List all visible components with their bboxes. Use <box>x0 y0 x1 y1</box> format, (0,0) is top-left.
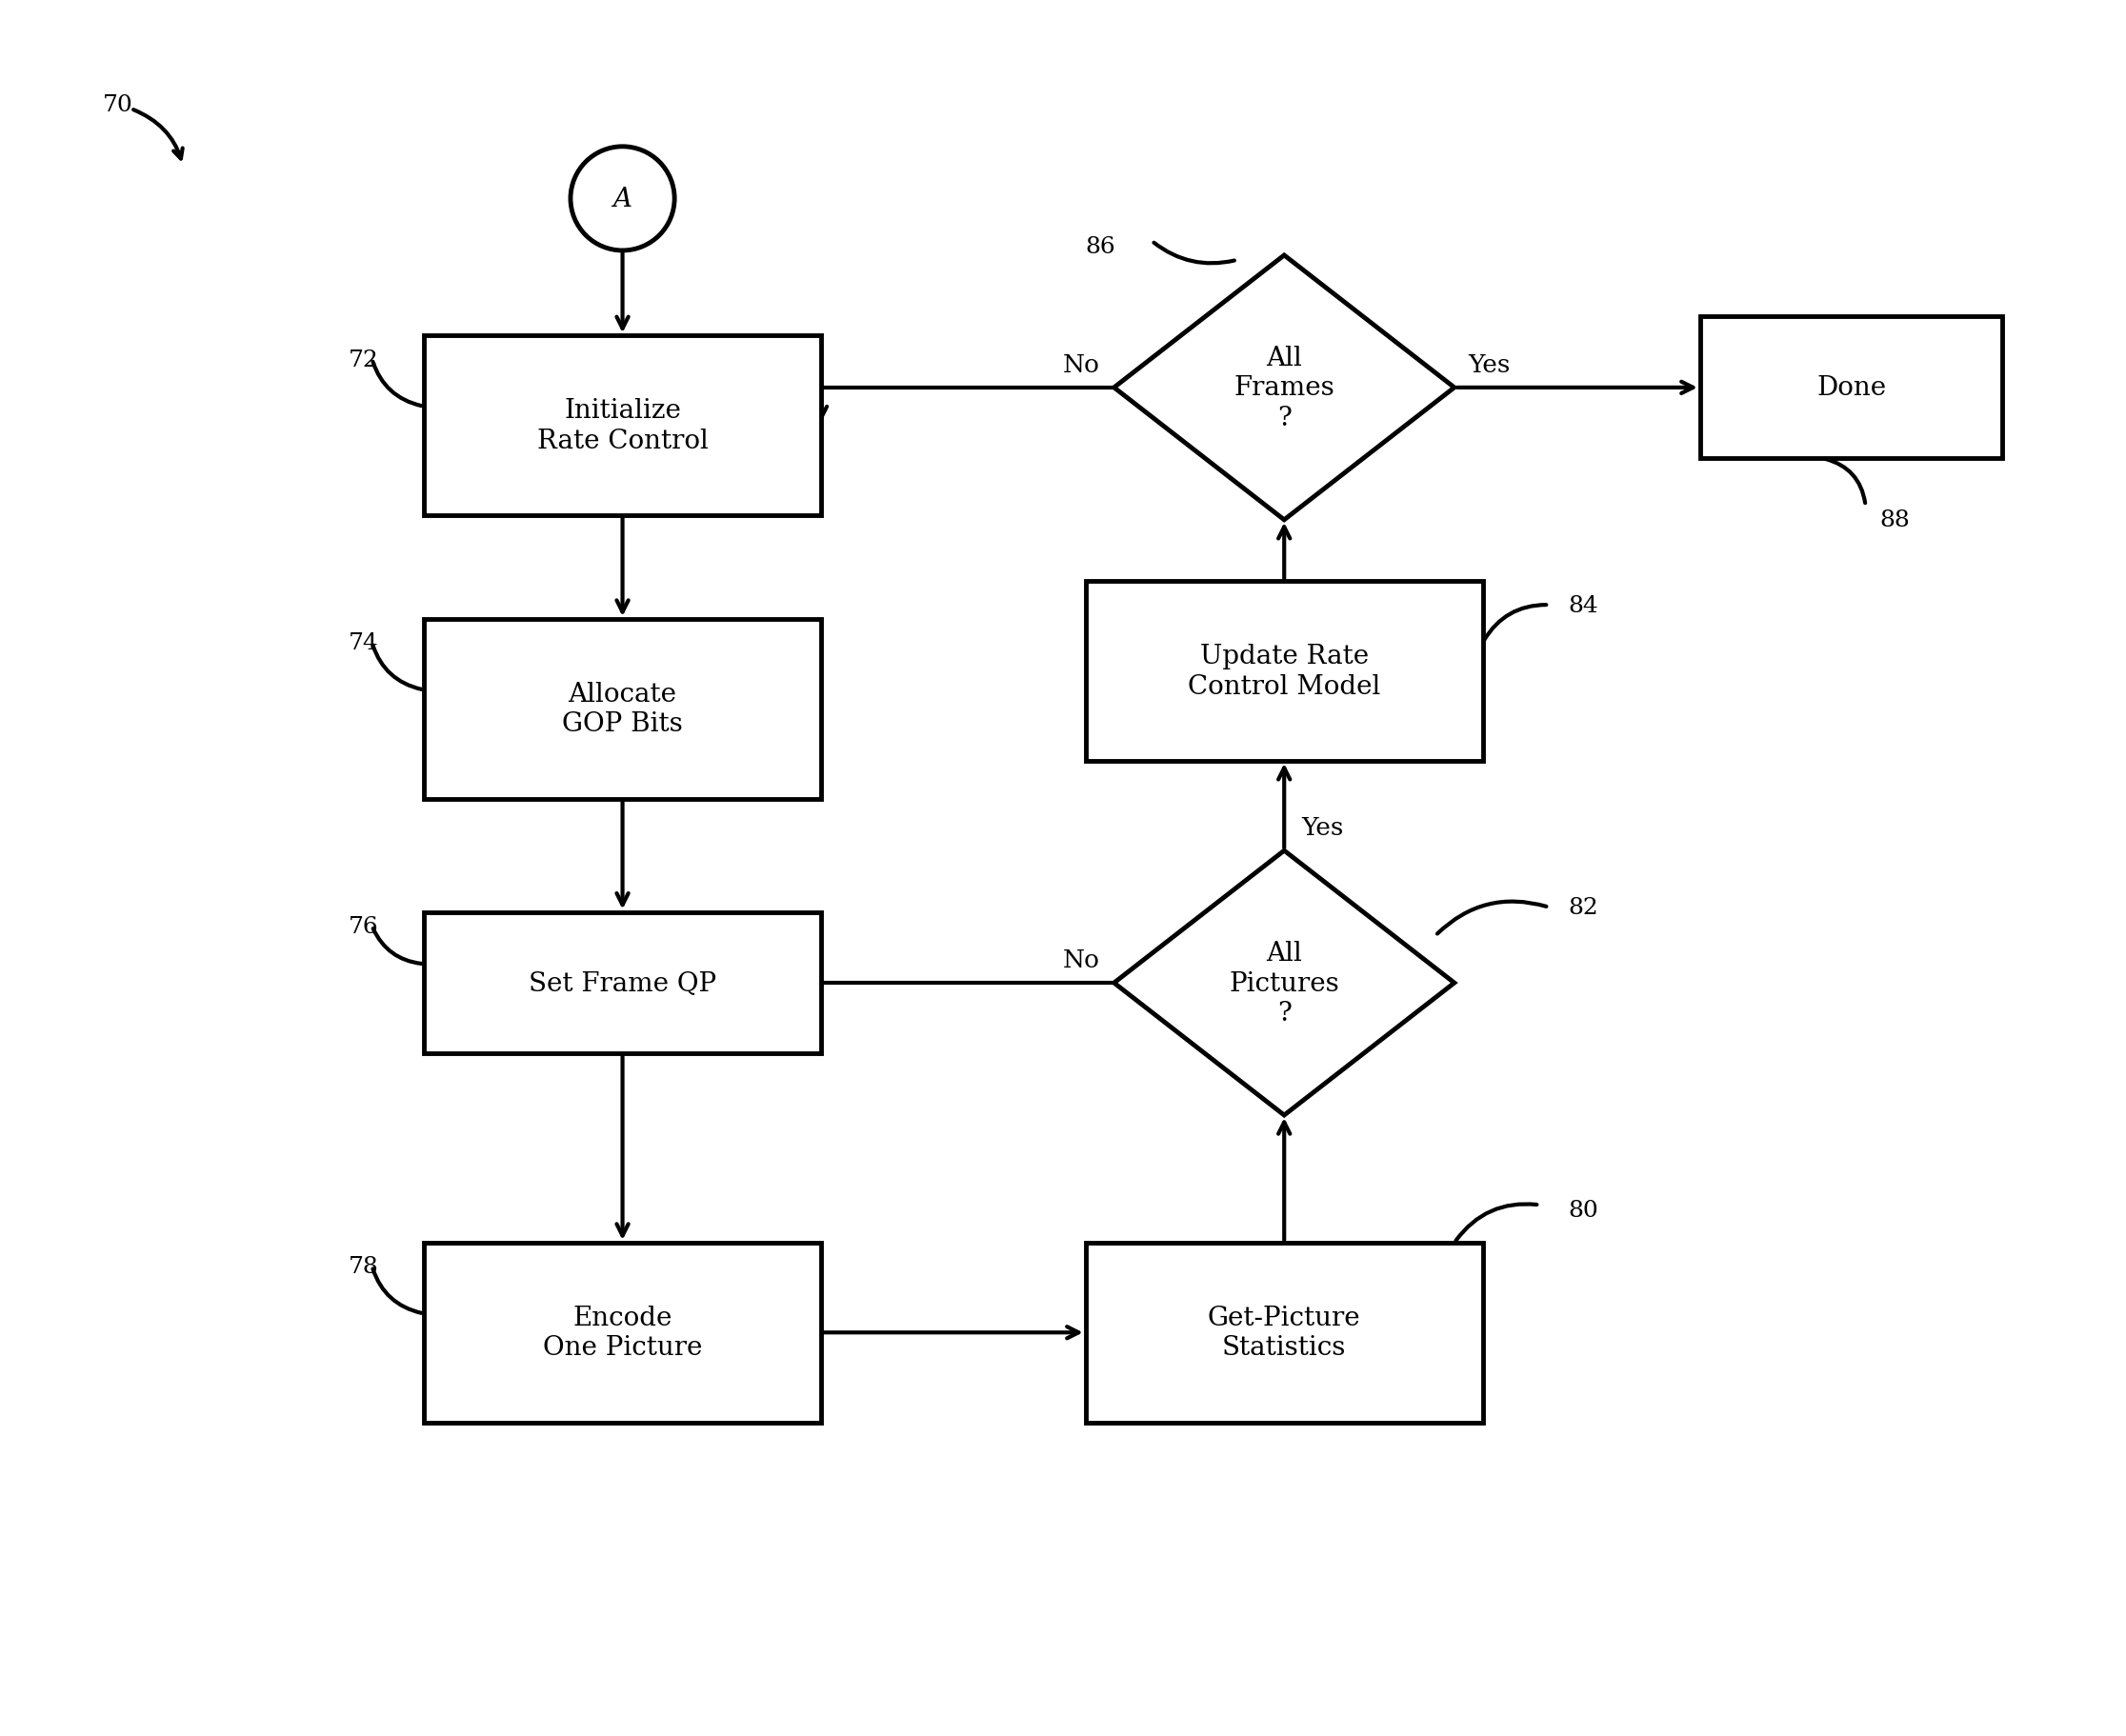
Text: A: A <box>612 186 631 212</box>
Text: No: No <box>1063 352 1099 377</box>
Text: No: No <box>1063 948 1099 972</box>
Text: 86: 86 <box>1086 236 1116 257</box>
Text: All
Frames
?: All Frames ? <box>1233 345 1335 431</box>
Text: 82: 82 <box>1567 898 1599 918</box>
Text: 78: 78 <box>349 1255 378 1278</box>
Text: Done: Done <box>1816 375 1886 401</box>
Text: Set Frame QP: Set Frame QP <box>529 970 716 996</box>
Text: Get-Picture
Statistics: Get-Picture Statistics <box>1208 1305 1361 1361</box>
FancyBboxPatch shape <box>423 337 821 516</box>
Text: All
Pictures
?: All Pictures ? <box>1229 941 1339 1026</box>
Text: 76: 76 <box>349 915 378 937</box>
Text: Yes: Yes <box>1469 352 1512 377</box>
FancyBboxPatch shape <box>423 620 821 799</box>
Text: 80: 80 <box>1567 1200 1599 1220</box>
Polygon shape <box>1114 851 1454 1116</box>
Text: Allocate
GOP Bits: Allocate GOP Bits <box>561 682 682 738</box>
Text: 70: 70 <box>102 94 132 116</box>
FancyBboxPatch shape <box>1086 1243 1482 1422</box>
FancyBboxPatch shape <box>423 913 821 1054</box>
Text: Initialize
Rate Control: Initialize Rate Control <box>538 398 708 453</box>
Text: 84: 84 <box>1567 594 1599 616</box>
Text: Update Rate
Control Model: Update Rate Control Model <box>1188 644 1380 700</box>
Polygon shape <box>1114 255 1454 521</box>
Circle shape <box>570 148 674 252</box>
Text: 72: 72 <box>349 349 378 372</box>
Text: 74: 74 <box>349 632 378 654</box>
Text: Yes: Yes <box>1301 816 1344 840</box>
Text: Encode
One Picture: Encode One Picture <box>542 1305 702 1361</box>
FancyBboxPatch shape <box>423 1243 821 1422</box>
Text: 88: 88 <box>1879 509 1909 531</box>
FancyBboxPatch shape <box>1701 318 2003 458</box>
FancyBboxPatch shape <box>1086 582 1482 762</box>
